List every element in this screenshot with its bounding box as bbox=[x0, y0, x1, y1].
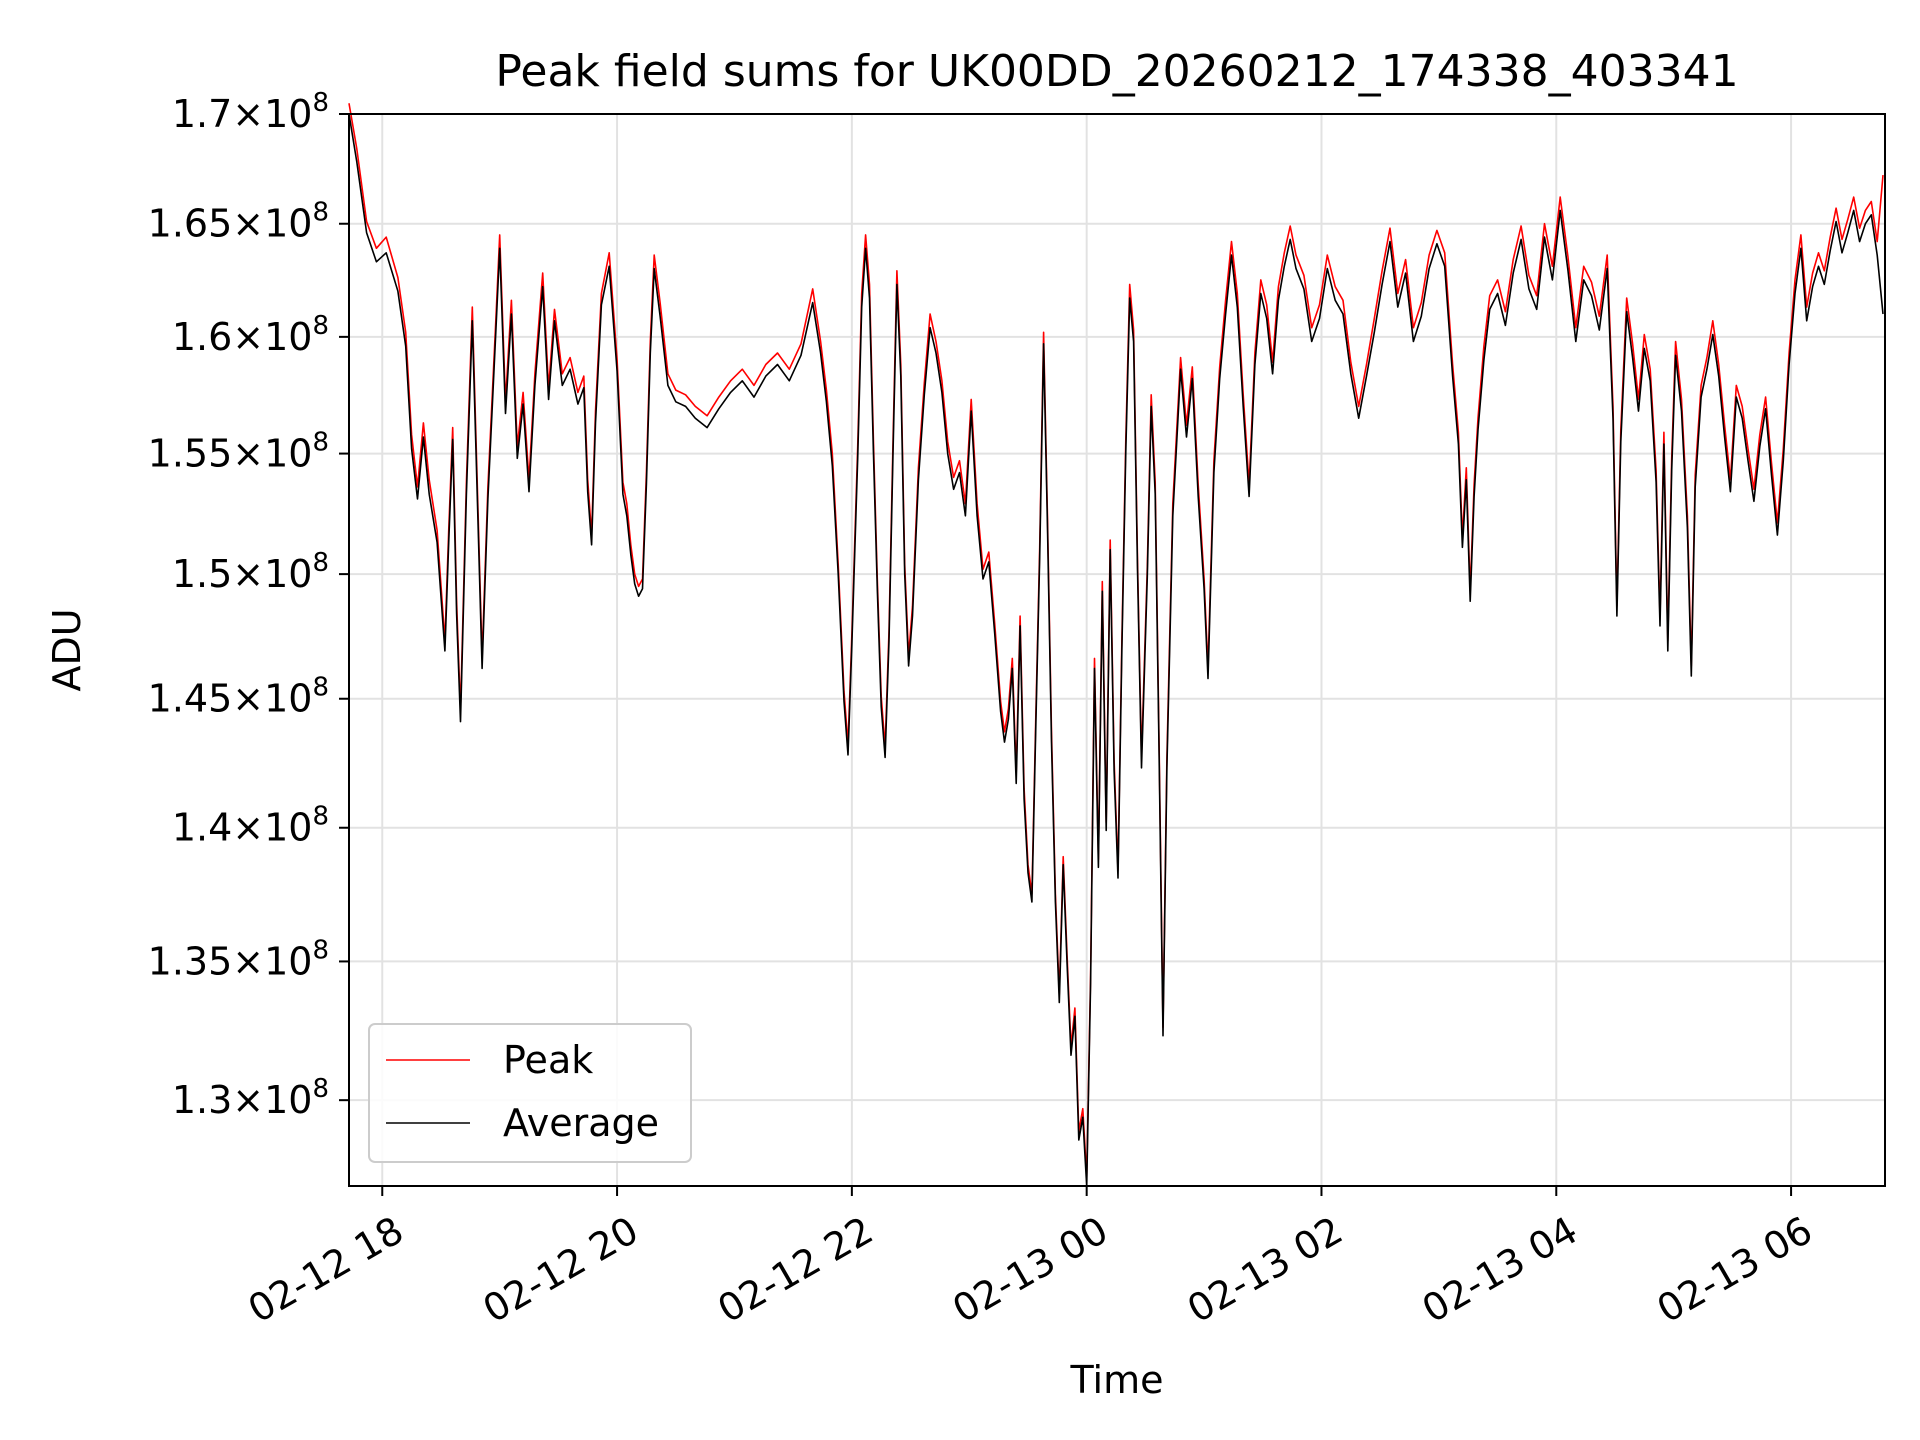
chart-title: Peak field sums for UK00DD_20260212_1743… bbox=[495, 46, 1738, 97]
plot-frame bbox=[348, 113, 1886, 1187]
plot-series bbox=[348, 103, 1884, 1187]
legend-box bbox=[368, 1023, 692, 1163]
y-tick-label: 1.55×108 bbox=[148, 428, 329, 476]
y-tick-label: 1.65×108 bbox=[148, 198, 329, 246]
y-tick-label: 1.45×108 bbox=[148, 673, 329, 721]
series-line-average bbox=[348, 113, 1884, 1187]
x-axis-label: Time bbox=[1070, 1358, 1164, 1402]
legend-label-average: Average bbox=[503, 1101, 659, 1145]
y-tick-label: 1.4×108 bbox=[172, 802, 329, 850]
y-axis-label: ADU bbox=[45, 608, 89, 691]
y-tick-label: 1.6×108 bbox=[172, 311, 329, 359]
y-tick-label: 1.7×108 bbox=[172, 88, 329, 136]
y-tick-label: 1.35×108 bbox=[148, 935, 329, 983]
legend-label-peak: Peak bbox=[503, 1038, 593, 1082]
legend: Peak Average bbox=[368, 1023, 692, 1163]
y-tick-label: 1.3×108 bbox=[172, 1074, 329, 1122]
y-axis-ticks: 1.3×108 1.35×108 1.4×108 1.45×108 1.5×108 1.5… bbox=[148, 88, 349, 1122]
y-tick-label: 1.5×108 bbox=[172, 548, 329, 596]
